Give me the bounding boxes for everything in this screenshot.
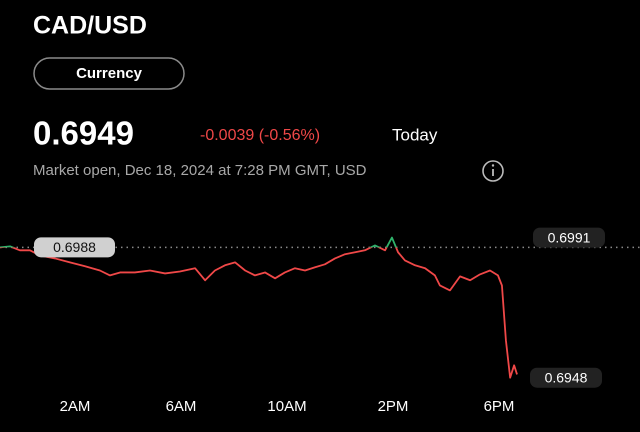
previous_close-chip	[34, 237, 115, 258]
title: CAD/USD	[33, 12, 147, 40]
previous_close-label: 0.6988	[53, 239, 96, 255]
high-chip	[533, 227, 605, 248]
chip[interactable]: Currency	[76, 65, 143, 82]
x-tick-label: 6AM	[166, 398, 197, 415]
x-tick-label: 6PM	[484, 398, 515, 415]
x-tick-label: 10AM	[267, 398, 306, 415]
info-circle[interactable]	[482, 160, 504, 182]
info-dot[interactable]	[491, 164, 495, 167]
info-icon[interactable]	[482, 160, 504, 182]
chip-outline[interactable]	[33, 57, 185, 90]
high-label: 0.6991	[548, 229, 591, 245]
price-line-below	[0, 247, 518, 379]
status: Market open, Dec 18, 2024 at 7:28 PM GMT…	[33, 162, 367, 179]
low-label: 0.6948	[545, 369, 588, 385]
low-chip	[530, 367, 602, 388]
price: 0.6949	[33, 115, 134, 152]
period: Today	[392, 125, 438, 144]
change: -0.0039 (-0.56%)	[200, 127, 320, 144]
x-tick-label: 2AM	[60, 398, 91, 415]
x-tick-label: 2PM	[378, 398, 409, 415]
